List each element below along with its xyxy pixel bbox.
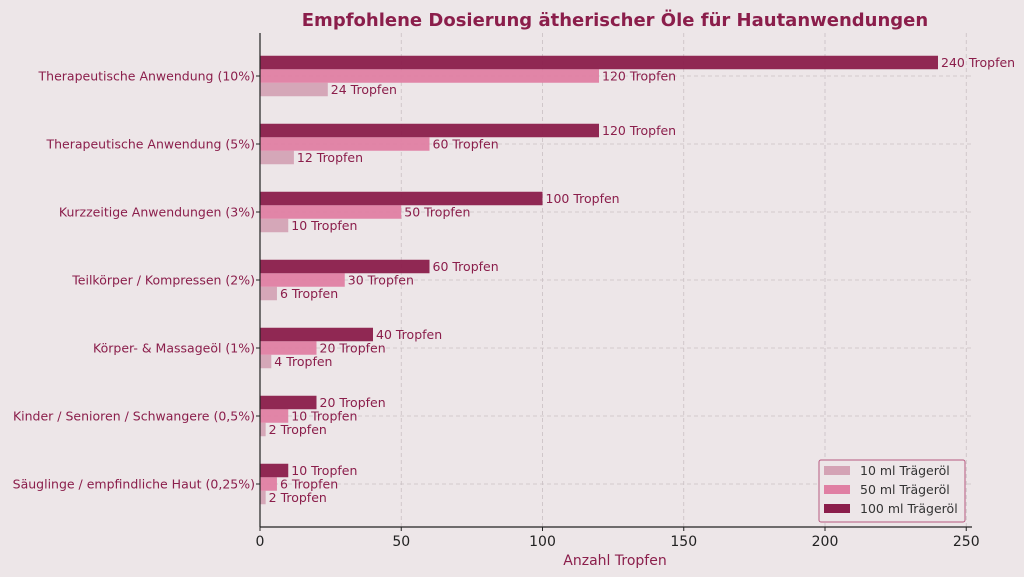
value-label: 60 Tropfen xyxy=(433,259,499,274)
bar-50ml xyxy=(260,409,289,423)
value-label: 2 Tropfen xyxy=(269,490,327,505)
bar-50ml xyxy=(260,477,277,491)
value-label: 10 Tropfen xyxy=(291,218,357,233)
x-tick-label: 50 xyxy=(392,534,410,550)
bar-50ml xyxy=(260,273,345,287)
bar-10ml xyxy=(260,490,266,505)
category-labels: Therapeutische Anwendung (10%) Therapeuti… xyxy=(13,69,260,492)
category-label: Therapeutische Anwendung (5%) xyxy=(45,137,255,152)
bar-10ml xyxy=(260,286,277,301)
category-label: Kurzzeitige Anwendungen (3%) xyxy=(59,205,255,220)
legend-swatch xyxy=(824,485,850,494)
value-label: 12 Tropfen xyxy=(297,150,363,165)
value-label: 60 Tropfen xyxy=(433,137,499,152)
bar-10ml xyxy=(260,150,294,165)
bar-100ml xyxy=(260,55,938,70)
value-label: 240 Tropfen xyxy=(941,55,1015,70)
bar-10ml xyxy=(260,422,266,437)
chart-title: Empfohlene Dosierung ätherischer Öle für… xyxy=(302,9,928,31)
value-label: 2 Tropfen xyxy=(269,422,327,437)
legend-entry: 10 ml Trägeröl xyxy=(860,463,950,478)
x-tick-label: 150 xyxy=(670,534,697,550)
value-label: 20 Tropfen xyxy=(320,341,386,356)
bar-100ml xyxy=(260,259,430,274)
bar-50ml xyxy=(260,341,317,355)
legend-box xyxy=(818,459,966,523)
value-label: 4 Tropfen xyxy=(274,354,332,369)
bar-50ml xyxy=(260,69,599,83)
value-label: 10 Tropfen xyxy=(291,409,357,424)
category-label: Säuglinge / empfindliche Haut (0,25%) xyxy=(13,477,255,492)
value-label: 6 Tropfen xyxy=(280,477,338,492)
category-label: Kinder / Senioren / Schwangere (0,5%) xyxy=(13,409,255,424)
category-label: Therapeutische Anwendung (10%) xyxy=(38,69,255,84)
value-label: 20 Tropfen xyxy=(320,395,386,410)
bar-50ml xyxy=(260,205,402,219)
legend-entry: 50 ml Trägeröl xyxy=(860,482,950,497)
value-label: 30 Tropfen xyxy=(348,273,414,288)
bar-100ml xyxy=(260,123,599,138)
bar-100ml xyxy=(260,191,543,206)
x-tick-label: 200 xyxy=(812,534,839,550)
value-label: 120 Tropfen xyxy=(602,123,676,138)
value-label: 50 Tropfen xyxy=(404,205,470,220)
legend: 10 ml Trägeröl 50 ml Trägeröl 100 ml Träge… xyxy=(818,459,966,523)
grid-lines xyxy=(260,33,972,527)
bar-10ml xyxy=(260,218,289,233)
x-axis-label: Anzahl Tropfen xyxy=(563,553,666,569)
bars xyxy=(260,55,938,505)
value-label: 10 Tropfen xyxy=(291,463,357,478)
value-label: 120 Tropfen xyxy=(602,69,676,84)
category-label: Teilkörper / Kompressen (2%) xyxy=(71,273,255,288)
legend-swatch xyxy=(824,504,850,513)
legend-entry: 100 ml Trägeröl xyxy=(860,501,958,516)
legend-swatch xyxy=(824,466,850,475)
bar-100ml xyxy=(260,327,373,342)
x-tick-label: 250 xyxy=(953,534,980,550)
bar-100ml xyxy=(260,463,289,478)
value-label: 24 Tropfen xyxy=(331,82,397,97)
x-tick-label: 100 xyxy=(529,534,556,550)
bar-100ml xyxy=(260,395,317,410)
value-label: 6 Tropfen xyxy=(280,286,338,301)
bar-10ml xyxy=(260,82,328,97)
value-label: 40 Tropfen xyxy=(376,327,442,342)
x-tick-label: 0 xyxy=(256,534,265,550)
category-label: Körper- & Massageöl (1%) xyxy=(93,341,255,356)
value-label: 100 Tropfen xyxy=(546,191,620,206)
bar-10ml xyxy=(260,354,272,369)
bar-50ml xyxy=(260,137,430,151)
